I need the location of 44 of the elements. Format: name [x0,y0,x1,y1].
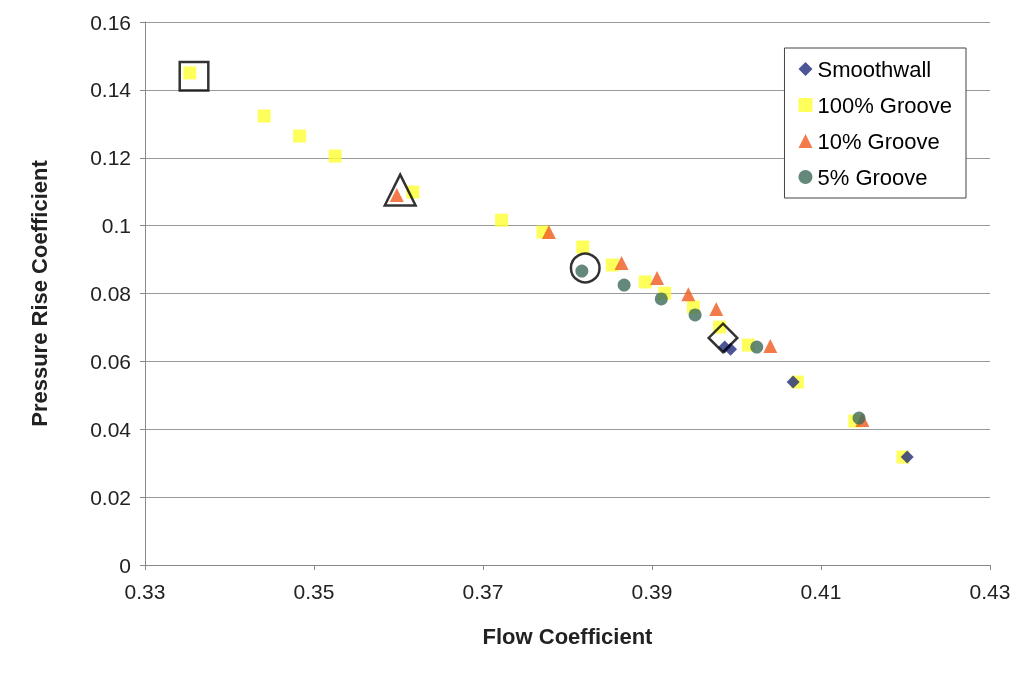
point [383,173,417,207]
point [900,450,914,464]
legend-label: 10% Groove [817,128,940,154]
y-tick-label: 0.12 [90,146,131,170]
y-tick-label: 0.02 [90,485,131,509]
x-tick-label: 0.41 [800,580,842,603]
y-axis-title: Pressure Rise Coefficient [26,159,52,427]
point [786,375,800,389]
point [681,287,696,302]
point [178,60,210,92]
point [617,278,631,292]
x-tick-label: 0.43 [969,580,1011,603]
point [750,340,764,354]
y-tick-label: 0.1 [101,214,131,238]
point [576,240,590,254]
point [541,225,556,240]
x-tick-label: 0.37 [462,580,504,603]
point [495,213,509,227]
x-tick-label: 0.33 [124,580,166,603]
legend-label: 100% Groove [817,92,953,118]
point [650,270,665,285]
y-tick-label: 0 [119,553,131,577]
point [654,292,668,306]
point [707,322,739,354]
point [293,129,307,143]
point [569,252,601,284]
legend-label: 5% Groove [817,164,928,190]
point [709,302,724,317]
x-axis-title: Flow Coefficient [482,623,654,649]
point [614,255,629,270]
y-tick-label: 0.08 [90,282,131,305]
point [638,275,652,289]
x-tick-label: 0.35 [293,580,335,603]
legend-label: Smoothwall [817,56,932,82]
point [852,411,866,425]
y-tick-label: 0.06 [90,349,131,373]
y-tick-label: 0.14 [90,78,132,102]
y-tick-label: 0.16 [90,10,131,34]
point [688,308,702,322]
y-tick-label: 0.04 [90,417,132,441]
point [763,339,778,354]
x-tick-label: 0.39 [631,580,673,603]
point [328,149,342,163]
point [257,109,271,123]
